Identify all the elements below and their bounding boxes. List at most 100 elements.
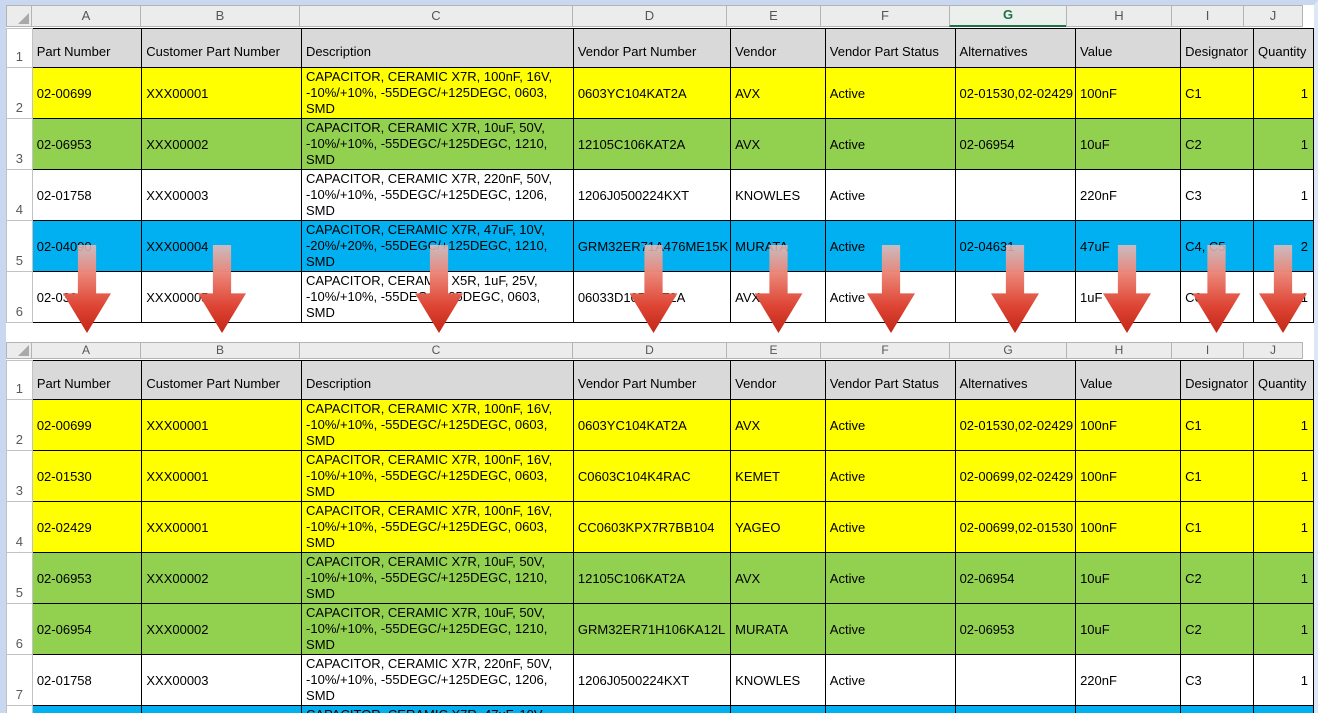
cell-D5[interactable]: GRM32ER71A476ME15K [572,220,732,272]
header-cell-F[interactable]: Vendor Part Status [824,360,956,400]
cell-E2[interactable]: AVX [730,399,826,451]
cell-H6[interactable]: 10uF [1075,603,1182,655]
cell-H7[interactable]: 220nF [1075,654,1182,706]
cell-A4[interactable]: 02-02429 [31,501,143,553]
cell-C2[interactable]: CAPACITOR, CERAMIC X7R, 100nF, 16V, -10%… [301,399,574,451]
cell-G3[interactable]: 02-06954 [954,118,1077,170]
cell-D2[interactable]: 0603YC104KAT2A [572,399,732,451]
column-letter-J[interactable]: J [1243,342,1303,359]
cell-H5[interactable]: 10uF [1075,552,1182,604]
cell-E5[interactable]: AVX [730,552,826,604]
column-letter-I[interactable]: I [1171,5,1244,27]
select-all-button[interactable] [6,5,32,27]
cell-I2[interactable]: C1 [1180,67,1255,119]
cell-I5[interactable]: C2 [1180,552,1254,604]
cell-J6[interactable]: 1 [1253,603,1314,655]
cell-J3[interactable]: 1 [1253,450,1314,502]
cell-I2[interactable]: C1 [1180,399,1254,451]
column-letter-A[interactable]: A [31,342,141,359]
row-number-4[interactable]: 4 [6,501,33,553]
cell-B8[interactable]: XXX00004 [141,705,303,713]
cell-B6[interactable]: XXX00002 [141,603,303,655]
cell-H3[interactable]: 100nF [1075,450,1182,502]
header-cell-A[interactable]: Part Number [31,28,143,68]
row-number-6[interactable]: 6 [6,271,33,323]
header-cell-D[interactable]: Vendor Part Number [572,360,732,400]
header-cell-D[interactable]: Vendor Part Number [572,28,732,68]
cell-F6[interactable]: Active [824,603,956,655]
header-cell-G[interactable]: Alternatives [954,360,1077,400]
cell-D3[interactable]: C0603C104K4RAC [572,450,732,502]
header-cell-F[interactable]: Vendor Part Status [824,28,956,68]
cell-J4[interactable]: 1 [1253,501,1314,553]
cell-H4[interactable]: 220nF [1075,169,1182,221]
cell-B3[interactable]: XXX00001 [141,450,303,502]
column-letter-G[interactable]: G [949,5,1067,27]
row-number-6[interactable]: 6 [6,603,33,655]
header-cell-I[interactable]: Designator [1180,28,1255,68]
cell-I3[interactable]: C2 [1180,118,1255,170]
header-cell-A[interactable]: Part Number [31,360,143,400]
header-cell-J[interactable]: Quantity [1253,360,1314,400]
row-number-5[interactable]: 5 [6,552,33,604]
cell-D3[interactable]: 12105C106KAT2A [572,118,732,170]
row-number-4[interactable]: 4 [6,169,33,221]
cell-B5[interactable]: XXX00002 [141,552,303,604]
cell-D2[interactable]: 0603YC104KAT2A [572,67,732,119]
column-letter-H[interactable]: H [1066,5,1172,27]
header-cell-B[interactable]: Customer Part Number [141,360,303,400]
column-letter-E[interactable]: E [726,5,821,27]
cell-F5[interactable]: Active [824,552,956,604]
cell-C8[interactable]: CAPACITOR, CERAMIC X7R, 47uF, 10V, -20%/… [301,705,574,713]
row-number-3[interactable]: 3 [6,118,33,170]
column-letter-F[interactable]: F [820,342,950,359]
row-number-1[interactable]: 1 [6,360,33,400]
cell-E8[interactable]: MURATA [730,705,826,713]
cell-D4[interactable]: 1206J0500224KXT [572,169,732,221]
column-letter-D[interactable]: D [572,5,727,27]
column-letter-C[interactable]: C [299,342,573,359]
cell-E7[interactable]: KNOWLES [730,654,826,706]
cell-I8[interactable]: C4, C5 [1180,705,1254,713]
cell-A3[interactable]: 02-06953 [31,118,143,170]
cell-B2[interactable]: XXX00001 [141,67,302,119]
header-cell-C[interactable]: Description [301,360,574,400]
column-letter-G[interactable]: G [949,342,1067,359]
cell-G2[interactable]: 02-01530,02-02429 [954,399,1077,451]
cell-E3[interactable]: KEMET [730,450,826,502]
cell-J2[interactable]: 1 [1253,399,1314,451]
cell-J8[interactable]: 2 [1253,705,1314,713]
row-number-3[interactable]: 3 [6,450,33,502]
cell-I7[interactable]: C3 [1180,654,1254,706]
cell-F3[interactable]: Active [824,450,956,502]
cell-B3[interactable]: XXX00002 [141,118,302,170]
cell-D8[interactable]: GRM32ER71A476ME15K [572,705,732,713]
cell-I4[interactable]: C1 [1180,501,1254,553]
cell-D4[interactable]: CC0603KPX7R7BB104 [572,501,732,553]
cell-C3[interactable]: CAPACITOR, CERAMIC X7R, 10uF, 50V, -10%/… [300,118,574,170]
row-number-2[interactable]: 2 [6,399,33,451]
cell-F8[interactable]: Active [824,705,956,713]
header-cell-C[interactable]: Description [300,28,574,68]
row-number-8[interactable]: 8 [6,705,33,713]
cell-C5[interactable]: CAPACITOR, CERAMIC X7R, 10uF, 50V, -10%/… [301,552,574,604]
header-cell-G[interactable]: Alternatives [954,28,1077,68]
select-all-button[interactable] [6,342,32,359]
cell-H8[interactable]: 47uF [1075,705,1182,713]
cell-C3[interactable]: CAPACITOR, CERAMIC X7R, 100nF, 16V, -10%… [301,450,574,502]
cell-F4[interactable]: Active [824,169,956,221]
cell-B7[interactable]: XXX00003 [141,654,303,706]
cell-G6[interactable]: 02-06953 [954,603,1077,655]
cell-J2[interactable]: 1 [1253,67,1314,119]
cell-E4[interactable]: KNOWLES [730,169,826,221]
cell-J4[interactable]: 1 [1253,169,1314,221]
cell-C6[interactable]: CAPACITOR, CERAMIC X7R, 10uF, 50V, -10%/… [301,603,574,655]
column-letter-H[interactable]: H [1066,342,1172,359]
header-cell-J[interactable]: Quantity [1253,28,1314,68]
cell-C2[interactable]: CAPACITOR, CERAMIC X7R, 100nF, 16V, -10%… [300,67,574,119]
header-cell-E[interactable]: Vendor [730,360,826,400]
column-letter-E[interactable]: E [726,342,821,359]
cell-D6[interactable]: GRM32ER71H106KA12L [572,603,732,655]
cell-H4[interactable]: 100nF [1075,501,1182,553]
cell-I3[interactable]: C1 [1180,450,1254,502]
